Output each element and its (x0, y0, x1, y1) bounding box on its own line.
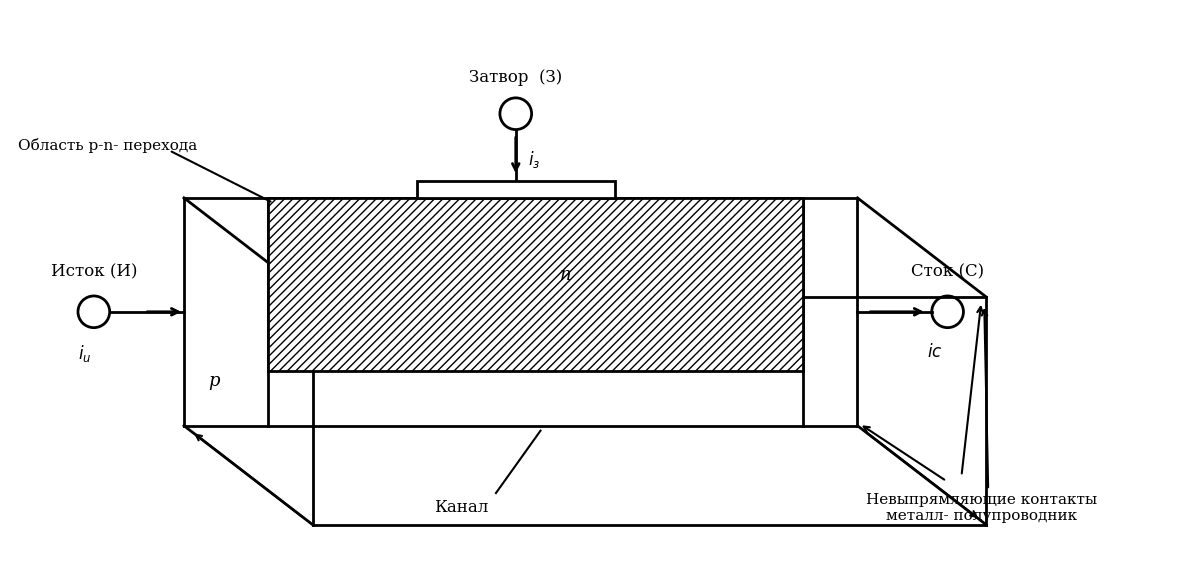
Text: $i_u$: $i_u$ (78, 343, 92, 364)
Text: Затвор  (З): Затвор (З) (470, 69, 562, 86)
Text: n: n (560, 265, 571, 283)
Bar (269, 198, 803, 371)
Bar (416, 181, 615, 198)
Text: Канал: Канал (434, 499, 489, 516)
Text: р: р (208, 372, 220, 390)
Text: Невыпрямляющие контакты
металл- полупроводник: Невыпрямляющие контакты металл- полупров… (866, 493, 1096, 523)
Text: Область р-n- перехода: Область р-n- перехода (18, 138, 197, 153)
Text: Исток (И): Исток (И) (51, 263, 137, 280)
Bar (269, 198, 803, 371)
Text: $ic$: $ic$ (926, 343, 943, 361)
Text: Сток (С): Сток (С) (911, 263, 984, 280)
Text: $i_з$: $i_з$ (528, 149, 540, 170)
